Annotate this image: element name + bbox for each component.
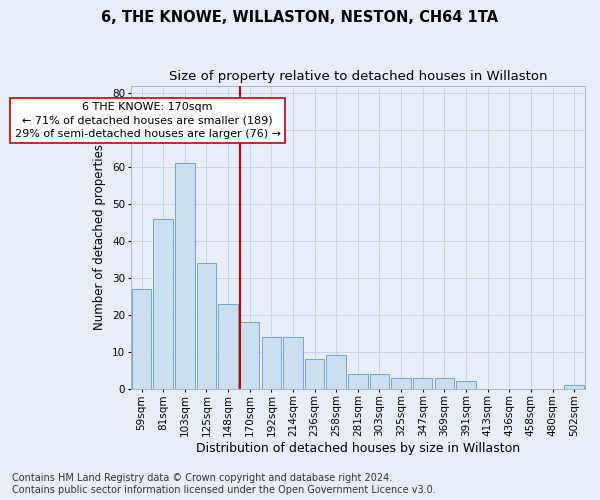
Y-axis label: Number of detached properties: Number of detached properties [94,144,106,330]
Bar [326,356,346,389]
Bar [175,163,194,389]
X-axis label: Distribution of detached houses by size in Willaston: Distribution of detached houses by size … [196,442,520,455]
Text: Contains HM Land Registry data © Crown copyright and database right 2024.
Contai: Contains HM Land Registry data © Crown c… [12,474,436,495]
Title: Size of property relative to detached houses in Willaston: Size of property relative to detached ho… [169,70,547,83]
Bar [565,385,584,389]
Text: 6, THE KNOWE, WILLASTON, NESTON, CH64 1TA: 6, THE KNOWE, WILLASTON, NESTON, CH64 1T… [101,10,499,25]
Bar [413,378,433,389]
Bar [370,374,389,389]
Bar [434,378,454,389]
Bar [456,382,476,389]
Bar [197,263,216,389]
Bar [348,374,368,389]
Bar [132,289,151,389]
Bar [154,218,173,389]
Bar [262,337,281,389]
Bar [218,304,238,389]
Text: 6 THE KNOWE: 170sqm
← 71% of detached houses are smaller (189)
29% of semi-detac: 6 THE KNOWE: 170sqm ← 71% of detached ho… [14,102,281,139]
Bar [305,359,325,389]
Bar [240,322,259,389]
Bar [391,378,411,389]
Bar [283,337,303,389]
